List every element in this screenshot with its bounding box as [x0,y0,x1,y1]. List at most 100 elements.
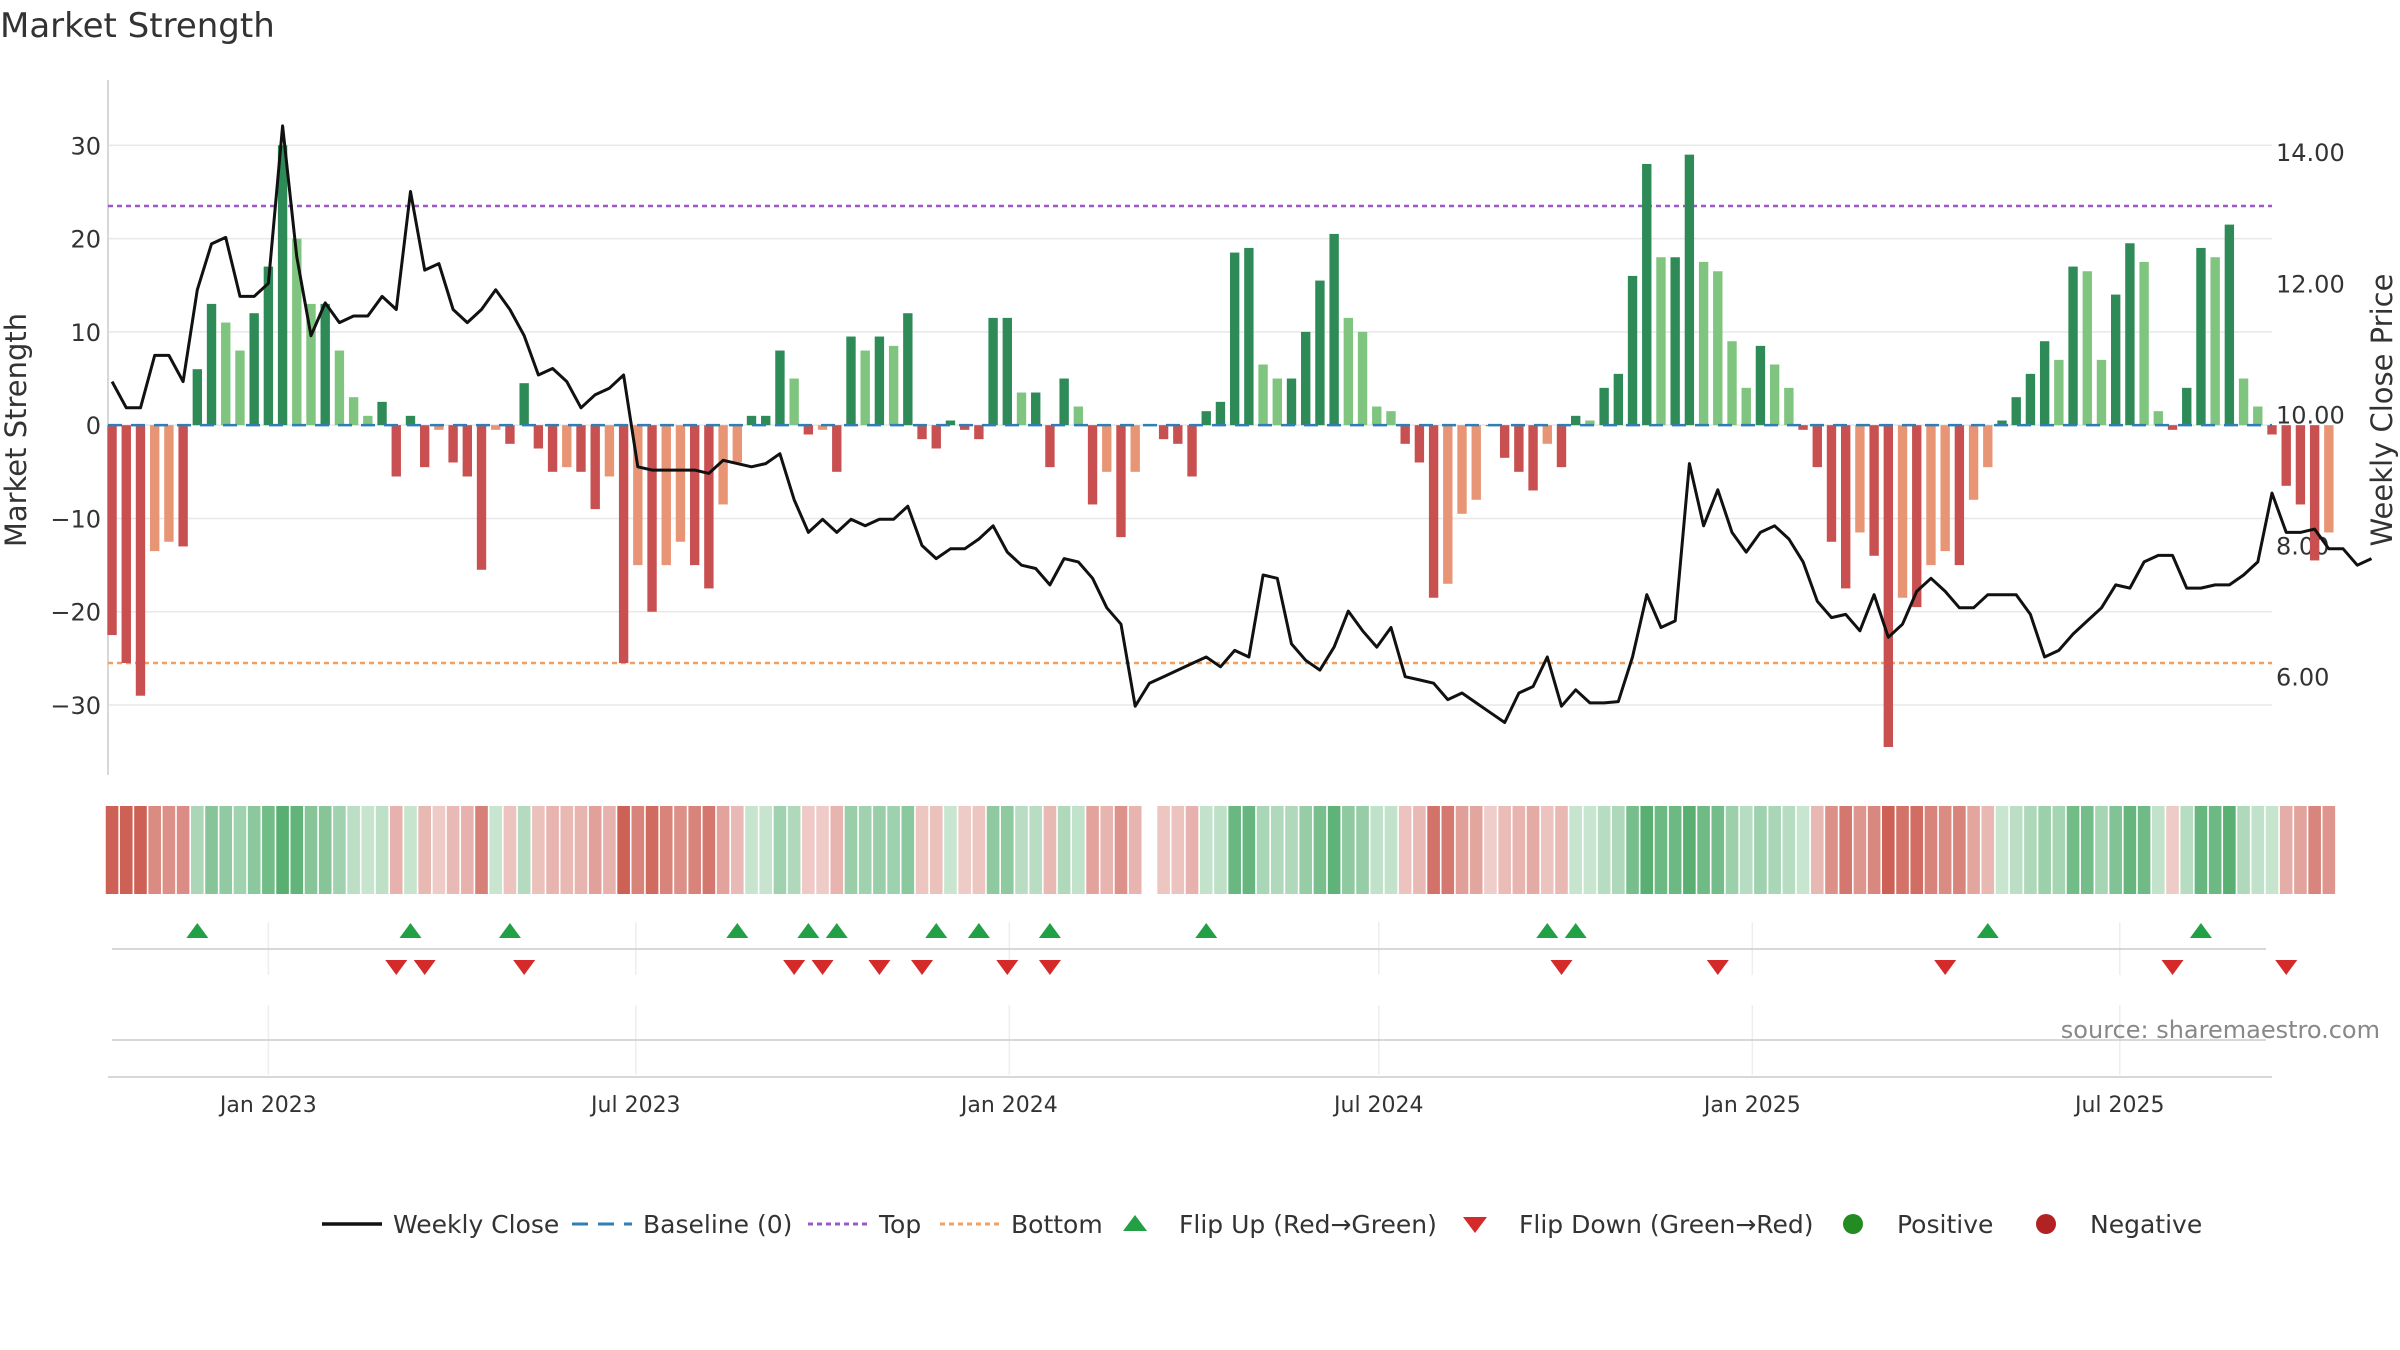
state-cell [1342,806,1355,894]
strength-bar [2210,257,2220,426]
strength-bar [1428,425,1439,598]
strength-bar [1727,341,1737,426]
strength-bar [1968,425,1979,500]
state-cell [659,806,673,894]
strength-bar [1571,415,1581,426]
x-tick-label: Jul 2025 [2073,1093,2165,1118]
flip-down-marker [1934,960,1957,975]
strength-bar [1201,411,1211,426]
state-cell [1143,806,1156,894]
x-tick-label: Jan 2024 [959,1093,1058,1118]
state-cell [1839,806,1853,894]
state-cell [1384,806,1398,894]
state-cell [844,806,858,894]
state-cell [1000,806,1014,894]
strength-bar [1954,425,1965,566]
strength-bar [1940,425,1950,552]
strength-bar [1514,425,1524,472]
flip-down-marker [413,960,436,975]
state-cell [1882,806,1895,894]
state-cell [958,806,971,894]
state-cell [1100,806,1114,894]
strength-bar [959,425,970,430]
legend: Weekly Close Baseline (0) Top Bottom Flip Up… [322,1210,2202,1239]
strength-bar [1002,317,1012,426]
x-axis: Jan 2023 Jul 2023 Jan 2024 Jul 2024 Jan 2025… [108,1076,2272,1118]
flip-up-marker [797,923,820,938]
state-cell [2251,806,2265,894]
state-cell [688,806,701,894]
state-cell [2294,806,2307,894]
state-cell [574,806,588,894]
strength-bar [1258,364,1268,426]
state-cell [1398,806,1412,894]
left-y-tick-label: 30 [70,132,101,160]
strength-bar [1613,373,1624,426]
legend-label: Flip Up (Red→Green) [1179,1210,1437,1239]
flip-up-marker [726,923,749,938]
state-cell [1938,806,1952,894]
left-y-axis-label: Market Strength [0,313,33,547]
x-tick-label: Jul 2024 [1332,1093,1424,1118]
state-cell [1981,806,1995,894]
legend-negative-swatch [2036,1214,2056,1234]
strength-bar [2153,411,2164,426]
state-cell [134,806,147,894]
strength-bar [1585,420,1595,426]
strength-bar [2295,425,2306,505]
strength-bar [2054,359,2064,426]
strength-bar [1130,425,1140,472]
strength-bar [1997,420,2007,426]
strength-bar [277,145,288,426]
strength-bar [1016,392,1027,426]
state-cell [304,806,318,894]
strength-bar [121,425,131,664]
strength-bar [661,425,671,566]
state-cell [1455,806,1469,894]
state-cell [233,806,247,894]
legend-flip-down-swatch [1463,1217,1487,1233]
strength-bar [618,425,629,664]
strength-bar [1627,275,1638,426]
strength-bar [931,425,941,449]
strength-bar [945,420,956,426]
strength-bar [1684,154,1695,426]
state-cell [205,806,218,894]
state-cell [1583,806,1597,894]
left-y-tick-label: −10 [50,505,101,533]
strength-bar [2167,425,2178,430]
state-cell [404,806,417,894]
state-strip-panel [105,806,2336,894]
state-cell [603,806,616,894]
legend-label: Negative [2090,1210,2202,1239]
strength-bar [1102,425,1112,472]
flip-markers-panel [112,922,2298,975]
strength-bar [1670,257,1680,426]
strength-bar [1116,425,1126,538]
state-cell [1512,806,1526,894]
state-cell [759,806,773,894]
state-cell [219,806,233,894]
state-cell [2279,806,2293,894]
strength-bar [1599,387,1609,426]
strength-bar [1656,257,1666,426]
state-cell [901,806,915,894]
strength-bar [675,425,686,542]
strength-bar [988,317,998,426]
flip-down-marker [1550,960,1573,975]
flip-up-marker [399,923,422,938]
state-cell [1782,806,1796,894]
state-cell [1114,806,1128,894]
strength-bar [1698,261,1709,426]
state-cell [787,806,801,894]
state-cell [2194,806,2208,894]
state-cell [105,806,119,894]
state-cell [361,806,375,894]
strength-bar [1542,425,1552,444]
state-cell [2009,806,2023,894]
flip-up-marker [925,923,948,938]
state-cell [986,806,1000,894]
strength-bar [1784,387,1794,426]
strength-bar [1841,425,1851,589]
state-cell [2180,806,2194,894]
